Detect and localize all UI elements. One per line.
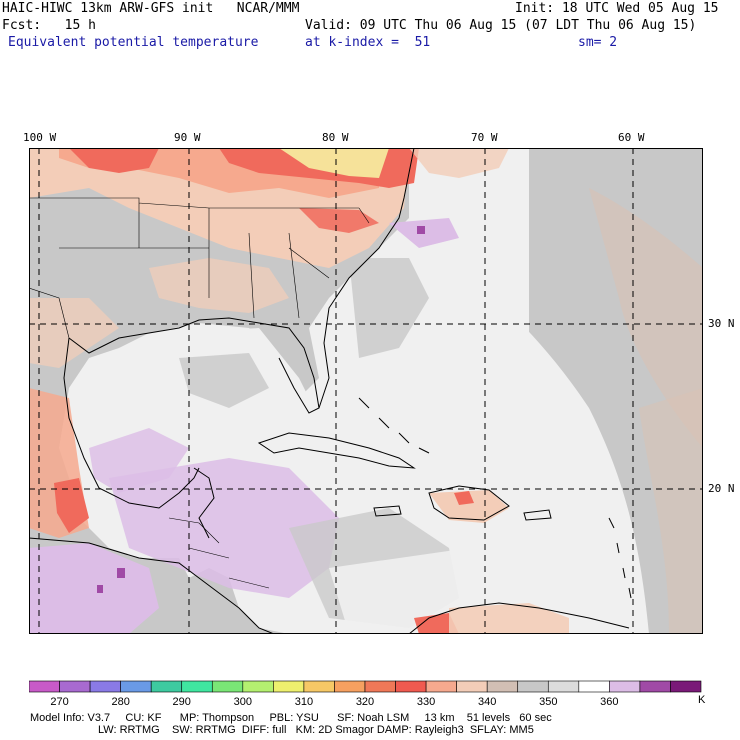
south-america-peach: [449, 603, 569, 634]
colorbar-label: 290: [173, 696, 191, 708]
mexico-purple-spot-2: [117, 568, 125, 578]
colorbar-box: [364, 680, 396, 693]
colorbar-box: [29, 680, 60, 693]
us-east-coast: [318, 148, 415, 409]
bahamas: [358, 397, 430, 454]
south-america-coast: [408, 602, 630, 634]
lesser-antilles: [608, 517, 632, 599]
colorbar-box: [456, 680, 488, 693]
colorbar-box: [639, 680, 671, 693]
colorbar-boxes: [29, 680, 702, 693]
lat-label-20n: 20 N: [708, 482, 735, 495]
southern-peach: [149, 258, 289, 313]
colorbar-label: 350: [539, 696, 557, 708]
colorbar-box: [120, 680, 152, 693]
mexico-coast: [63, 337, 200, 509]
south-america-red: [414, 613, 459, 634]
carolina-red-patch: [299, 208, 379, 233]
mexico-red: [54, 478, 89, 533]
model-info-line2: LW: RRTMG SW: RRTMG DIFF: full KM: 2D Sm…: [98, 724, 534, 736]
atlantic-gray-patch: [349, 258, 429, 358]
east-tan-patch-2: [639, 388, 703, 634]
colorbar-labels: 270 280 290 300 310 320 330 340 350 360: [50, 696, 618, 708]
colorbar-box: [609, 680, 641, 693]
lon-label-80w: 80 W: [322, 131, 349, 144]
atlantic-peach-patch: [409, 148, 509, 178]
us-gulf-coast: [68, 317, 320, 414]
gulf-gray-patch: [179, 353, 269, 408]
coastlines: [29, 148, 632, 634]
colorbar-box: [517, 680, 549, 693]
colorbar-box: [425, 680, 457, 693]
colorbar-label: 310: [295, 696, 313, 708]
colorbar-unit: K: [698, 694, 706, 706]
colorbar-box: [89, 680, 121, 693]
colorbar-box: [395, 680, 427, 693]
jamaica: [373, 505, 402, 517]
colorbar-box: [334, 680, 366, 693]
texas-peach: [29, 298, 119, 368]
us-yellow-zone: [279, 148, 389, 178]
lon-label-60w: 60 W: [618, 131, 645, 144]
colorbar-label: 300: [234, 696, 252, 708]
smoothing-label: sm= 2: [578, 35, 618, 50]
valid-time: Valid: 09 UTC Thu 06 Aug 15 (07 LDT Thu …: [305, 18, 697, 33]
colorbar-box: [242, 680, 274, 693]
lon-label-90w: 90 W: [174, 131, 201, 144]
caribbean-lavender: [109, 458, 339, 598]
theta-e-map: [29, 148, 703, 634]
hispaniola: [428, 485, 510, 521]
map-frame: [29, 148, 703, 634]
model-info-line1: Model Info: V3.7 CU: KF MP: Thompson PBL…: [30, 712, 552, 724]
field-name: Equivalent potential temperature: [8, 35, 259, 50]
init-time: Init: 18 UTC Wed 05 Aug 15: [515, 1, 719, 16]
yucatan-coast: [193, 467, 215, 539]
colorbar-label: 340: [478, 696, 496, 708]
model-title: HAIC-HIWC 13km ARW-GFS init NCAR/MMM: [2, 1, 300, 16]
colorbar-box: [578, 680, 610, 693]
colorbar-box: [486, 680, 519, 693]
east-light-band: [429, 268, 649, 634]
colorbar: 270 280 290 300 310 320 330 340 350 360: [29, 680, 702, 708]
us-red-zone-west: [69, 148, 159, 173]
colorbar-box: [59, 680, 91, 693]
colorbar-box: [181, 680, 213, 693]
east-tan-patch: [589, 188, 703, 448]
central-america: [29, 537, 275, 634]
forecast-hour: Fcst: 15 h: [2, 18, 96, 33]
lat-label-30n: 30 N: [708, 317, 735, 330]
graticule: [29, 148, 703, 634]
cuba: [257, 432, 416, 469]
mexico-purple-spot-1: [97, 585, 103, 593]
colorbar-box: [273, 680, 305, 693]
colorbar-box: [150, 680, 183, 693]
colorbar-box: [670, 680, 702, 693]
mexico-lavender: [29, 543, 159, 634]
hispaniola-red: [454, 491, 474, 505]
lon-label-70w: 70 W: [471, 131, 498, 144]
atlantic-purple-spot: [417, 226, 425, 234]
hispaniola-peach: [429, 490, 509, 523]
puerto-rico: [523, 509, 552, 521]
colorbar-label: 320: [356, 696, 374, 708]
colorbar-label: 330: [417, 696, 435, 708]
colorbar-box: [303, 680, 335, 693]
lon-label-100w: 100 W: [23, 131, 57, 144]
colorbar-label: 360: [600, 696, 618, 708]
colorbar-label: 270: [50, 696, 68, 708]
level-label: at k-index = 51: [305, 35, 431, 50]
colorbar-label: 280: [111, 696, 129, 708]
colorbar-box: [547, 680, 580, 693]
colorbar-box: [211, 680, 244, 693]
central-america-borders: [168, 517, 270, 589]
